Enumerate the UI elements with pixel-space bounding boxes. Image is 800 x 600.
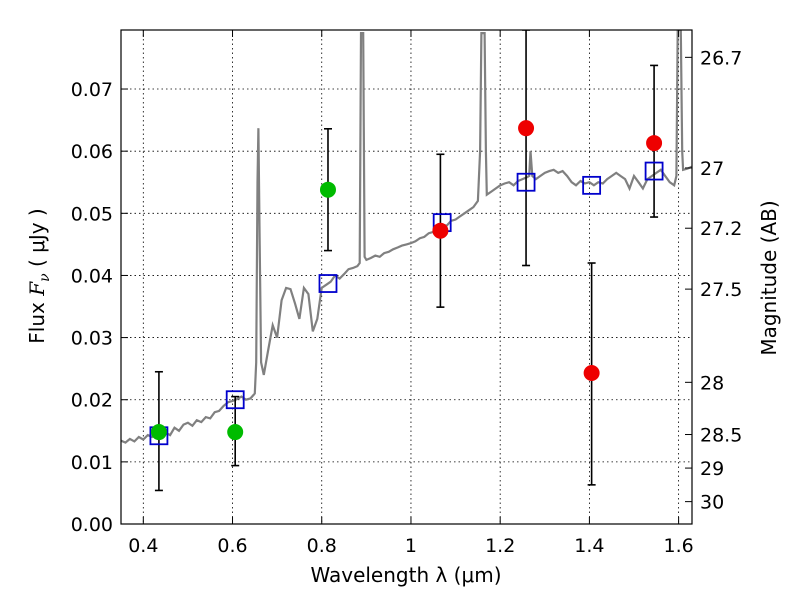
right-tick-label: 28	[700, 372, 724, 394]
right-tick-label: 27.2	[700, 218, 742, 240]
x-tick-label: 1.2	[485, 535, 515, 557]
observed-photometry-points	[150, 120, 663, 441]
model-photometry-square	[582, 175, 602, 195]
right-tick-label: 30	[700, 492, 724, 514]
observed-photometry-point	[319, 181, 336, 198]
observed-photometry-point	[432, 222, 449, 239]
right-axis-label: Magnitude (AB)	[757, 200, 781, 355]
plot-frame	[120, 29, 693, 525]
right-tick-label: 26.7	[700, 47, 742, 69]
y-tick-label: 0.02	[71, 390, 113, 412]
observed-photometry-point	[150, 424, 167, 441]
y-tick-label: 0.00	[71, 514, 113, 536]
grid	[121, 30, 692, 525]
right-tick-label: 28.5	[700, 425, 742, 447]
y-axis-label-subscript: ν	[37, 273, 53, 282]
model-photometry-square	[225, 390, 245, 410]
x-axis-ticks: 0.4 0.6 0.8 1 1.2 1.4 1.6	[128, 30, 694, 557]
model-photometry-square	[318, 274, 338, 293]
x-tick-label: 1	[405, 535, 417, 557]
y-axis-label-suffix: ( μJy )	[25, 208, 49, 273]
y-tick-label: 0.07	[71, 79, 113, 101]
observed-photometry-point	[227, 424, 244, 441]
y-axis-label-symbol: F	[25, 281, 49, 297]
right-tick-label: 29	[700, 458, 724, 480]
right-tick-label: 27	[700, 158, 724, 180]
error-bars	[154, 30, 659, 492]
right-tick-label: 27.5	[700, 279, 742, 301]
x-tick-label: 1.6	[664, 535, 694, 557]
y-tick-label: 0.01	[71, 452, 113, 474]
observed-photometry-point	[518, 120, 535, 137]
y-tick-label: 0.05	[71, 203, 113, 225]
y-tick-label: 0.04	[71, 265, 113, 287]
y-tick-label: 0.03	[71, 328, 113, 350]
observed-photometry-point	[583, 365, 600, 382]
x-tick-label: 0.8	[307, 535, 337, 557]
model-photometry-square	[516, 172, 536, 192]
x-axis-label: Wavelength λ (μm)	[310, 563, 501, 587]
plot-content	[121, 30, 692, 492]
model-photometry-square	[644, 161, 664, 181]
sed-model-line	[121, 30, 692, 444]
right-axis-ticks: 26.7 27 27.2 27.5 28 28.5 29 30	[685, 47, 742, 514]
y-axis-label-prefix: Flux	[25, 296, 49, 344]
y-axis-label: Flux Fν ( μJy )	[25, 208, 53, 343]
observed-photometry-point	[646, 135, 663, 152]
y-axis-ticks: 0.00 0.01 0.02 0.03 0.04 0.05 0.06 0.07	[71, 79, 128, 536]
x-tick-label: 0.4	[128, 535, 158, 557]
model-photometry-squares	[149, 161, 664, 446]
y-tick-label: 0.06	[71, 141, 113, 163]
x-tick-label: 1.4	[574, 535, 604, 557]
x-tick-label: 0.6	[217, 535, 247, 557]
